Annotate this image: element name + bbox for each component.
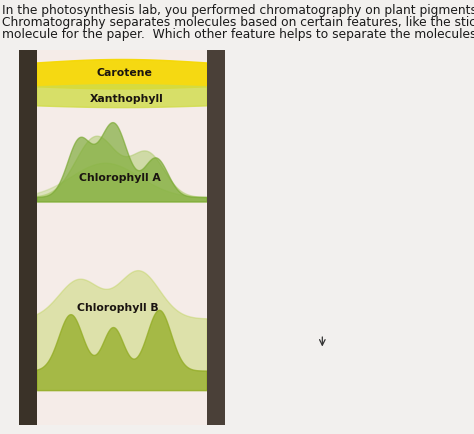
Text: Xanthophyll: Xanthophyll — [90, 93, 164, 104]
Bar — [19, 50, 37, 425]
Polygon shape — [37, 59, 207, 89]
Polygon shape — [37, 310, 207, 391]
Polygon shape — [37, 85, 207, 108]
Text: In the photosynthesis lab, you performed chromatography on plant pigments.: In the photosynthesis lab, you performed… — [2, 4, 474, 17]
Text: Chlorophyll A: Chlorophyll A — [79, 173, 161, 183]
Bar — [37, 50, 207, 425]
Text: molecule for the paper.  Which other feature helps to separate the molecules?: molecule for the paper. Which other feat… — [2, 28, 474, 41]
Bar — [207, 50, 225, 425]
Polygon shape — [37, 136, 207, 202]
Polygon shape — [37, 271, 207, 391]
Polygon shape — [37, 123, 207, 202]
Text: Carotene: Carotene — [97, 68, 152, 78]
Text: Chromatography separates molecules based on certain features, like the stickines: Chromatography separates molecules based… — [2, 16, 474, 29]
Text: Chlorophyll B: Chlorophyll B — [76, 303, 158, 313]
